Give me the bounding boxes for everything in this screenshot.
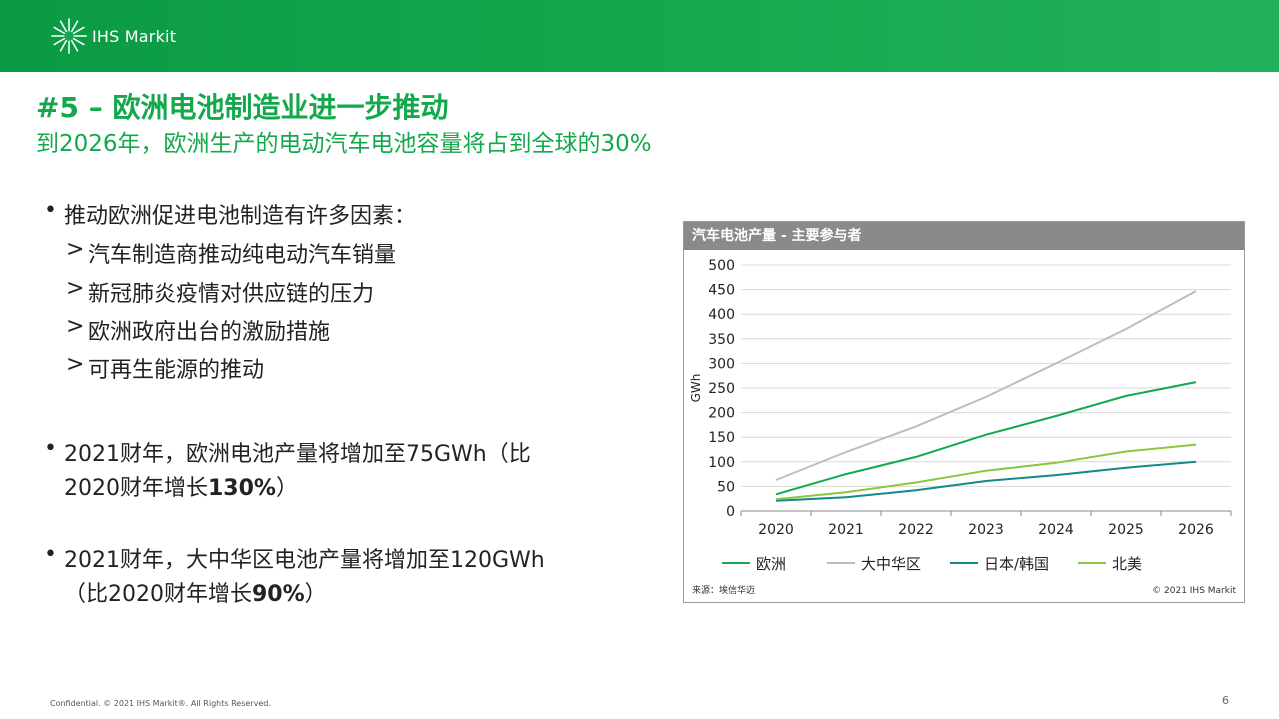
- sub-bullet-item: > 欧洲政府出台的激励措施: [44, 314, 330, 346]
- slide-title: #5 – 欧洲电池制造业进一步推动: [36, 91, 449, 124]
- bullet-continuation: （比2020财年增长90%）: [44, 576, 327, 608]
- sub-bullet-marker: >: [66, 314, 85, 339]
- y-tick-label: 500: [708, 258, 735, 274]
- sub-bullet-item: > 新冠肺炎疫情对供应链的压力: [44, 276, 374, 308]
- chart-source: 来源：埃信华迈: [692, 586, 756, 596]
- bullet-highlight: 90%: [252, 582, 305, 607]
- sub-bullet-text: 汽车制造商推动纯电动汽车销量: [88, 243, 397, 268]
- x-tick-label: 2024: [1038, 522, 1074, 538]
- starburst-logo-icon: [51, 18, 87, 54]
- bullet-item: • 推动欧洲促进电池制造有许多因素：: [44, 198, 416, 230]
- slide-subtitle: 到2026年，欧洲生产的电动汽车电池容量将占到全球的30%: [36, 131, 652, 157]
- bullet-item: • 2021财年，欧洲电池产量将增加至75GWh（比: [44, 436, 531, 468]
- bullet-text: 2020财年增长: [64, 476, 208, 501]
- y-tick-label: 350: [708, 332, 735, 348]
- series-line: [775, 381, 1197, 496]
- chart-heading: 汽车电池产量 - 主要参与者: [684, 222, 1244, 250]
- chart-copyright: © 2021 IHS Markit: [1152, 586, 1236, 596]
- x-tick-label: 2025: [1108, 522, 1144, 538]
- chart-panel: 汽车电池产量 - 主要参与者 0 50 100 150 200 250 300 350 400 4…: [683, 221, 1245, 603]
- page-number: 6: [1222, 694, 1229, 707]
- y-tick-label: 50: [717, 479, 735, 495]
- sub-bullet-text: 可再生能源的推动: [88, 358, 265, 383]
- bullet-text: 2021财年，大中华区电池产量将增加至120GWh: [64, 548, 545, 573]
- y-tick-label: 250: [708, 381, 735, 397]
- x-tick-label: 2022: [898, 522, 934, 538]
- bullet-text: ）: [304, 582, 327, 607]
- sub-bullet-marker: >: [66, 352, 85, 377]
- brand-logo: IHS Markit: [50, 16, 176, 56]
- y-tick-label: 200: [708, 406, 735, 422]
- top-banner: IHS Markit: [0, 0, 1279, 72]
- sub-bullet-text: 新冠肺炎疫情对供应链的压力: [88, 282, 375, 307]
- sub-bullet-item: > 汽车制造商推动纯电动汽车销量: [44, 237, 396, 269]
- y-tick-label: 400: [708, 307, 735, 323]
- line-chart: 0 50 100 150 200 250 300 350 400 450 500 2020 2021 20…: [689, 258, 1232, 573]
- y-tick-label: 300: [708, 356, 735, 372]
- legend-label: 日本/韩国: [984, 555, 1049, 573]
- bullet-text: （比2020财年增长: [64, 582, 252, 607]
- bullet-dot: •: [44, 436, 57, 461]
- bullet-item: • 2021财年，大中华区电池产量将增加至120GWh: [44, 542, 545, 574]
- y-tick-label: 100: [708, 455, 735, 471]
- confidential-notice: Confidential. © 2021 IHS Markit®. All Ri…: [50, 699, 271, 708]
- x-tick-label: 2020: [758, 522, 794, 538]
- bullet-highlight: 130%: [208, 476, 276, 501]
- x-tick-label: 2026: [1178, 522, 1214, 538]
- bullet-text: ）: [275, 476, 298, 501]
- y-axis-label: GWh: [689, 374, 703, 403]
- brand-name: IHS Markit: [92, 26, 177, 46]
- bullet-dot: •: [44, 198, 57, 223]
- series-line: [775, 290, 1197, 481]
- y-tick-label: 150: [708, 430, 735, 446]
- sub-bullet-marker: >: [66, 276, 85, 301]
- series-line: [775, 443, 1197, 501]
- legend-label: 大中华区: [861, 555, 921, 573]
- legend-label: 北美: [1112, 555, 1142, 573]
- legend-label: 欧洲: [756, 555, 786, 573]
- y-tick-label: 450: [708, 283, 735, 299]
- bullet-continuation: 2020财年增长130%）: [44, 470, 298, 502]
- bullet-dot: •: [44, 542, 57, 567]
- sub-bullet-marker: >: [66, 237, 85, 262]
- sub-bullet-text: 欧洲政府出台的激励措施: [88, 320, 331, 345]
- sub-bullet-item: > 可再生能源的推动: [44, 352, 264, 384]
- bullet-text: 推动欧洲促进电池制造有许多因素：: [64, 204, 417, 229]
- bullet-text: 2021财年，欧洲电池产量将增加至75GWh（比: [64, 442, 531, 467]
- series-line: [775, 460, 1197, 502]
- x-tick-label: 2023: [968, 522, 1004, 538]
- x-tick-label: 2021: [828, 522, 864, 538]
- y-tick-label: 0: [726, 504, 735, 520]
